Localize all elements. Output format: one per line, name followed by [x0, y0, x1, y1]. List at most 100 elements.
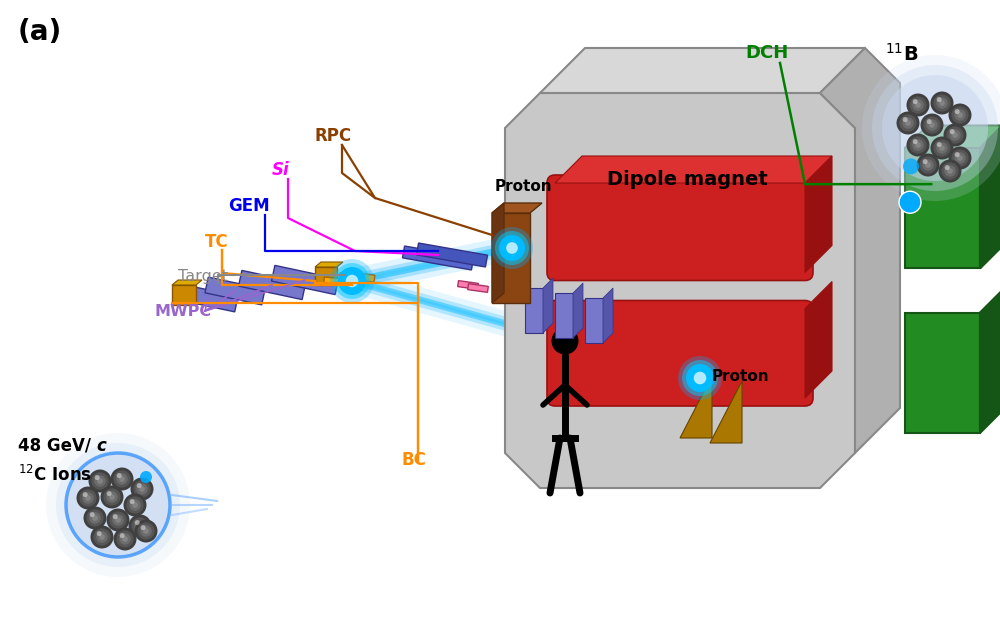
FancyBboxPatch shape [547, 175, 813, 280]
Circle shape [134, 520, 146, 532]
Circle shape [137, 523, 143, 529]
Circle shape [106, 492, 118, 503]
Circle shape [902, 117, 914, 129]
Circle shape [922, 159, 934, 171]
Circle shape [109, 511, 127, 529]
Polygon shape [172, 280, 202, 285]
Circle shape [951, 150, 969, 166]
Polygon shape [805, 282, 832, 398]
Text: $^{11}$B: $^{11}$B [885, 43, 918, 65]
Polygon shape [178, 284, 238, 312]
Polygon shape [585, 298, 603, 343]
Circle shape [552, 328, 578, 354]
Circle shape [119, 533, 131, 545]
Circle shape [106, 508, 130, 531]
Circle shape [116, 473, 128, 485]
Circle shape [112, 514, 124, 526]
Circle shape [946, 126, 964, 144]
Text: GEM: GEM [228, 197, 270, 215]
Text: 48 GeV/: 48 GeV/ [18, 437, 91, 455]
Circle shape [903, 117, 908, 122]
Polygon shape [492, 203, 504, 303]
Circle shape [882, 75, 988, 181]
Circle shape [117, 473, 122, 478]
Circle shape [951, 107, 969, 123]
Polygon shape [349, 272, 375, 282]
Circle shape [79, 490, 97, 506]
Polygon shape [492, 213, 530, 303]
Circle shape [140, 525, 152, 537]
Circle shape [143, 528, 149, 534]
Polygon shape [555, 293, 573, 338]
Polygon shape [980, 125, 1000, 269]
FancyBboxPatch shape [547, 300, 813, 406]
Polygon shape [980, 290, 1000, 433]
Polygon shape [543, 278, 553, 333]
Circle shape [955, 152, 960, 157]
Circle shape [330, 259, 374, 303]
Polygon shape [603, 288, 613, 343]
Circle shape [909, 136, 927, 154]
Circle shape [948, 146, 972, 169]
Circle shape [83, 492, 88, 497]
Circle shape [116, 530, 134, 548]
Circle shape [906, 93, 930, 117]
Circle shape [913, 99, 918, 104]
Polygon shape [205, 277, 265, 305]
Circle shape [686, 364, 714, 392]
Text: Si: Si [272, 161, 290, 179]
Circle shape [955, 109, 960, 114]
Circle shape [957, 155, 963, 161]
Text: RPC: RPC [315, 127, 352, 145]
Polygon shape [416, 243, 488, 267]
Circle shape [94, 475, 106, 487]
Circle shape [896, 112, 920, 135]
Circle shape [923, 117, 941, 133]
Circle shape [109, 494, 115, 500]
Circle shape [122, 536, 128, 542]
Circle shape [948, 103, 972, 126]
Circle shape [56, 443, 180, 567]
Text: c: c [96, 437, 106, 455]
Circle shape [137, 522, 155, 540]
Polygon shape [710, 381, 742, 443]
Circle shape [920, 113, 944, 136]
Circle shape [912, 99, 924, 111]
Circle shape [944, 165, 956, 177]
Circle shape [100, 485, 124, 508]
Bar [315, 267, 337, 285]
Circle shape [936, 97, 948, 109]
Polygon shape [573, 283, 583, 338]
Circle shape [99, 534, 105, 540]
Polygon shape [540, 48, 865, 93]
Circle shape [906, 133, 930, 156]
Circle shape [139, 486, 145, 492]
Polygon shape [505, 93, 855, 488]
Circle shape [909, 97, 927, 113]
Circle shape [930, 92, 954, 115]
Circle shape [499, 235, 525, 261]
Text: Target: Target [178, 269, 228, 284]
Text: BC: BC [402, 451, 427, 469]
Text: Dipole magnet: Dipole magnet [607, 171, 767, 189]
Circle shape [945, 165, 950, 170]
Circle shape [939, 145, 945, 151]
Circle shape [916, 153, 939, 176]
Circle shape [97, 531, 102, 536]
Circle shape [128, 515, 152, 538]
Circle shape [110, 467, 134, 490]
Polygon shape [555, 308, 805, 398]
Circle shape [90, 512, 95, 517]
Circle shape [126, 497, 144, 513]
Circle shape [89, 512, 101, 524]
Circle shape [927, 119, 932, 124]
Circle shape [103, 488, 121, 506]
Circle shape [952, 132, 958, 138]
Circle shape [86, 510, 104, 526]
Circle shape [926, 119, 938, 131]
Circle shape [120, 533, 125, 538]
Circle shape [84, 506, 106, 530]
Circle shape [76, 487, 100, 510]
Circle shape [136, 483, 148, 495]
Circle shape [97, 478, 103, 484]
